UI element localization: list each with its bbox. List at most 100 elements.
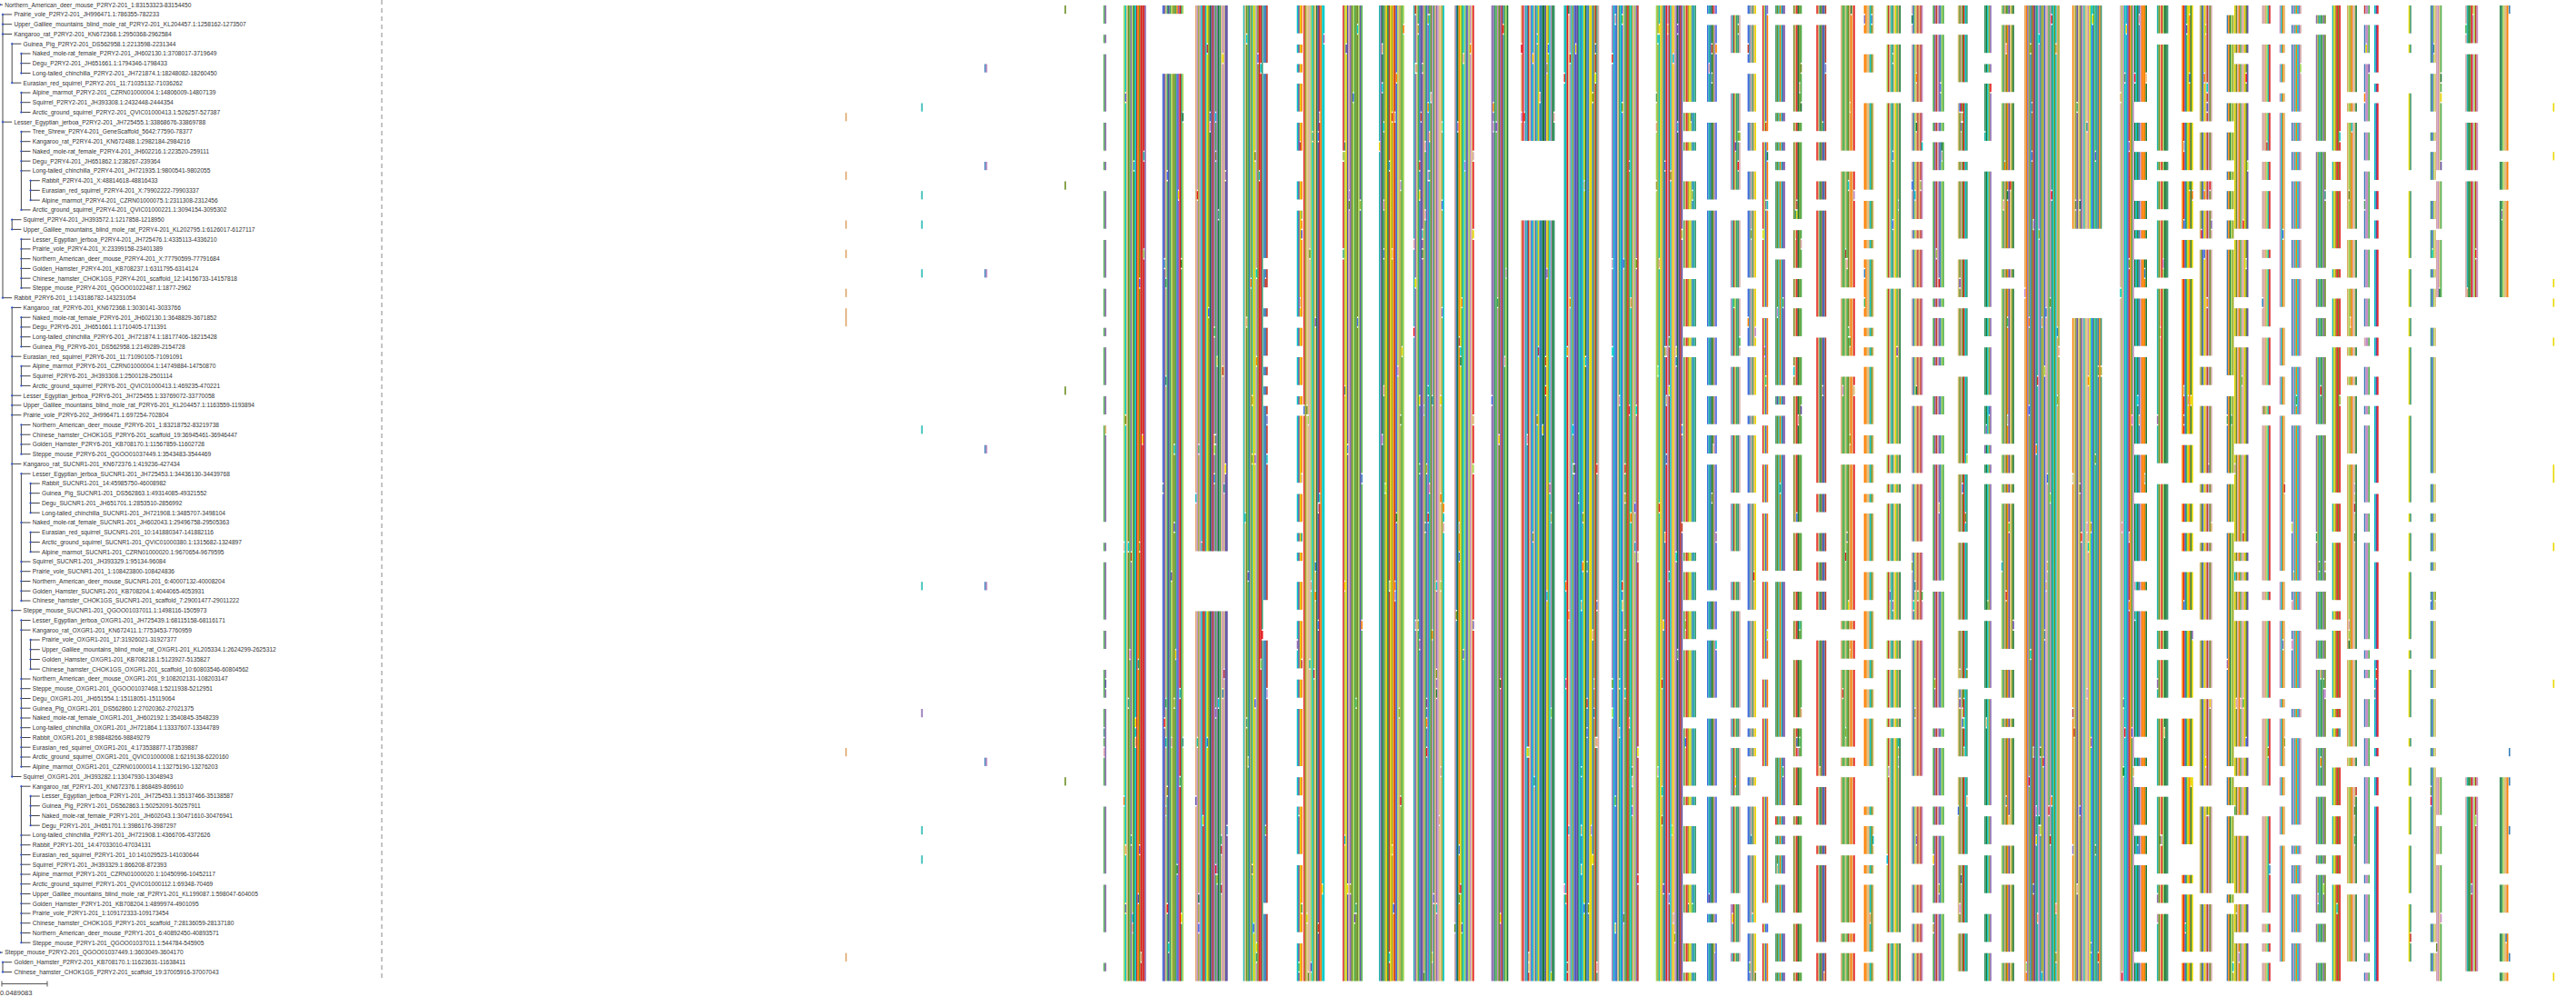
- svg-text:Guinea_Pig_P2RY6-201_DS562958.: Guinea_Pig_P2RY6-201_DS562958.1:2149289-…: [33, 344, 185, 351]
- svg-text:Squirrel_SUCNR1-201_JH393329.1: Squirrel_SUCNR1-201_JH393329.1:95134-960…: [33, 558, 166, 565]
- svg-text:Upper_Galilee_mountains_blind_: Upper_Galilee_mountains_blind_mole_rat_P…: [14, 21, 246, 28]
- svg-text:Prairie_vole_P2RY2-201_JH99647: Prairie_vole_P2RY2-201_JH996471.1:786355…: [14, 11, 159, 18]
- svg-text:Prairie_vole_P2RY1-201_1:10917: Prairie_vole_P2RY1-201_1:109172333-10917…: [33, 910, 169, 917]
- svg-text:Chinese_hamster_CHOK1GS_OXGR1-: Chinese_hamster_CHOK1GS_OXGR1-201_scaffo…: [42, 666, 249, 673]
- svg-text:Steppe_mouse_P2RY4-201_QGOO010: Steppe_mouse_P2RY4-201_QGOO01022487.1:18…: [33, 284, 192, 292]
- svg-text:Kangaroo_rat_P2RY4-201_KN67248: Kangaroo_rat_P2RY4-201_KN672488.1:298218…: [33, 138, 191, 145]
- svg-text:Long-tailed_chinchilla_P2RY2-2: Long-tailed_chinchilla_P2RY2-201_JH72187…: [33, 70, 217, 77]
- svg-text:Kangaroo_rat_OXGR1-201_KN67241: Kangaroo_rat_OXGR1-201_KN672411.1:775345…: [33, 627, 192, 634]
- svg-text:Upper_Galilee_mountains_blind_: Upper_Galilee_mountains_blind_mole_rat_P…: [33, 891, 258, 898]
- svg-text:Northern_American_deer_mouse_P: Northern_American_deer_mouse_P2RY1-201_6…: [33, 930, 219, 937]
- svg-text:Guinea_Pig_OXGR1-201_DS562860.: Guinea_Pig_OXGR1-201_DS562860.1:27020362…: [33, 705, 195, 713]
- svg-text:Steppe_mouse_OXGR1-201_QGOO010: Steppe_mouse_OXGR1-201_QGOO01037468.1:52…: [33, 685, 214, 693]
- svg-text:Guinea_Pig_P2RY1-201_DS562863.: Guinea_Pig_P2RY1-201_DS562863.1:50252091…: [42, 803, 201, 810]
- svg-text:Golden_Hamster_P2RY2-201_KB708: Golden_Hamster_P2RY2-201_KB708170.1:1162…: [14, 959, 185, 966]
- svg-text:Rabbit_P2RY6-201_1:143186782-1: Rabbit_P2RY6-201_1:143186782-143231054: [14, 294, 135, 302]
- svg-text:Degu_P2RY2-201_JH651661.1:1794: Degu_P2RY2-201_JH651661.1:1794346-179843…: [33, 60, 167, 67]
- svg-text:Steppe_mouse_P2RY2-201_QGOO010: Steppe_mouse_P2RY2-201_QGOO01037449.1:36…: [5, 949, 184, 956]
- svg-text:Upper_Galilee_mountains_blind_: Upper_Galilee_mountains_blind_mole_rat_P…: [24, 402, 255, 409]
- svg-text:Degu_OXGR1-201_JH651554.1:1511: Degu_OXGR1-201_JH651554.1:15118051-15119…: [33, 695, 175, 703]
- svg-text:Steppe_mouse_P2RY1-201_QGOO010: Steppe_mouse_P2RY1-201_QGOO01037011.1:54…: [33, 940, 205, 947]
- svg-text:Golden_Hamster_OXGR1-201_KB708: Golden_Hamster_OXGR1-201_KB708218.1:5123…: [42, 656, 210, 663]
- svg-text:Long-tailed_chinchilla_OXGR1-2: Long-tailed_chinchilla_OXGR1-201_JH72186…: [33, 724, 220, 732]
- svg-text:Degu_SUCNR1-201_JH651701.1:285: Degu_SUCNR1-201_JH651701.1:2853510-28569…: [42, 500, 183, 507]
- svg-text:Squirrel_P2RY6-201_JH393308.1:: Squirrel_P2RY6-201_JH393308.1:2500128-25…: [33, 373, 173, 380]
- svg-text:Arctic_ground_squirrel_OXGR1-2: Arctic_ground_squirrel_OXGR1-201_QVIC010…: [33, 753, 229, 761]
- svg-text:Alpine_marmot_OXGR1-201_CZRN01: Alpine_marmot_OXGR1-201_CZRN01000014.1:1…: [33, 763, 218, 771]
- svg-text:Golden_Hamster_P2RY1-201_KB708: Golden_Hamster_P2RY1-201_KB708204.1:4899…: [33, 901, 199, 908]
- svg-text:Guinea_Pig_SUCNR1-201_DS562863: Guinea_Pig_SUCNR1-201_DS562863.1:4931408…: [42, 490, 207, 497]
- svg-text:Chinese_hamster_CHOK1GS_SUCNR1: Chinese_hamster_CHOK1GS_SUCNR1-201_scaff…: [33, 597, 240, 604]
- svg-text:Golden_Hamster_P2RY4-201_KB708: Golden_Hamster_P2RY4-201_KB708237.1:6311…: [33, 265, 199, 273]
- svg-text:Upper_Galilee_mountains_blind_: Upper_Galilee_mountains_blind_mole_rat_P…: [24, 226, 255, 234]
- svg-text:Arctic_ground_squirrel_P2RY2-2: Arctic_ground_squirrel_P2RY2-201_QVIC010…: [33, 109, 221, 116]
- svg-text:Upper_Galilee_mountains_blind_: Upper_Galilee_mountains_blind_mole_rat_O…: [42, 646, 276, 653]
- svg-text:Steppe_mouse_P2RY6-201_QGOO010: Steppe_mouse_P2RY6-201_QGOO01037449.1:35…: [33, 451, 212, 458]
- svg-text:Alpine_marmot_P2RY1-201_CZRN01: Alpine_marmot_P2RY1-201_CZRN01000020.1:1…: [33, 871, 215, 878]
- svg-text:Naked_mole-rat_female_P2RY4-20: Naked_mole-rat_female_P2RY4-201_JH602216…: [33, 148, 210, 155]
- svg-text:Alpine_marmot_P2RY6-201_CZRN01: Alpine_marmot_P2RY6-201_CZRN01000004.1:1…: [33, 363, 216, 370]
- svg-text:Arctic_ground_squirrel_SUCNR1-: Arctic_ground_squirrel_SUCNR1-201_QVIC01…: [42, 539, 242, 546]
- svg-text:Degu_P2RY6-201_JH651661.1:1710: Degu_P2RY6-201_JH651661.1:1710405-171139…: [33, 324, 167, 331]
- svg-text:Eurasian_red_squirrel_SUCNR1-2: Eurasian_red_squirrel_SUCNR1-201_10:1418…: [42, 529, 214, 536]
- svg-text:Naked_mole-rat_female_SUCNR1-2: Naked_mole-rat_female_SUCNR1-201_JH60204…: [33, 519, 230, 526]
- svg-text:Northern_American_deer_mouse_O: Northern_American_deer_mouse_OXGR1-201_9…: [33, 675, 228, 683]
- svg-text:Alpine_marmot_P2RY4-201_CZRN01: Alpine_marmot_P2RY4-201_CZRN01000075.1:2…: [42, 197, 218, 204]
- svg-text:Long-tailed_chinchilla_P2RY4-2: Long-tailed_chinchilla_P2RY4-201_JH72193…: [33, 167, 211, 174]
- svg-text:Guinea_Pig_P2RY2-201_DS562958.: Guinea_Pig_P2RY2-201_DS562958.1:2213598-…: [24, 41, 176, 48]
- svg-text:Rabbit_SUCNR1-201_14:45985750-: Rabbit_SUCNR1-201_14:45985750-46008982: [42, 480, 166, 487]
- svg-text:Lesser_Egyptian_jerboa_P2RY6-2: Lesser_Egyptian_jerboa_P2RY6-201_JH72545…: [24, 393, 215, 400]
- svg-text:0.0489083: 0.0489083: [0, 989, 32, 997]
- svg-text:Prairie_vole_OXGR1-201_17:3192: Prairie_vole_OXGR1-201_17:31926021-31927…: [42, 636, 177, 643]
- svg-text:Golden_Hamster_P2RY6-201_KB708: Golden_Hamster_P2RY6-201_KB708170.1:1156…: [33, 441, 205, 448]
- svg-text:Kangaroo_rat_P2RY6-201_KN67236: Kangaroo_rat_P2RY6-201_KN672368.1:303014…: [24, 304, 182, 312]
- svg-text:Prairie_vole_P2RY6-202_JH99647: Prairie_vole_P2RY6-202_JH996471.1:697254…: [24, 412, 169, 419]
- svg-text:Prairie_vole_P2RY4-201_X:23399: Prairie_vole_P2RY4-201_X:23399158-234013…: [33, 245, 164, 253]
- svg-text:Naked_mole-rat_female_OXGR1-20: Naked_mole-rat_female_OXGR1-201_JH602192…: [33, 714, 219, 722]
- svg-text:Squirrel_P2RY4-201_JH393572.1:: Squirrel_P2RY4-201_JH393572.1:1217858-12…: [24, 216, 165, 224]
- svg-text:Degu_P2RY4-201_JH651862.1:2382: Degu_P2RY4-201_JH651862.1:238267-239364: [33, 158, 161, 165]
- svg-text:Northern_American_deer_mouse_P: Northern_American_deer_mouse_P2RY2-201_1…: [5, 2, 191, 9]
- svg-text:Naked_mole-rat_female_P2RY2-20: Naked_mole-rat_female_P2RY2-201_JH602130…: [33, 50, 217, 57]
- svg-text:Lesser_Egyptian_jerboa_P2RY4-2: Lesser_Egyptian_jerboa_P2RY4-201_JH72547…: [33, 236, 217, 244]
- svg-text:Kangaroo_rat_SUCNR1-201_KN6723: Kangaroo_rat_SUCNR1-201_KN672376.1:41923…: [24, 461, 181, 468]
- svg-text:Arctic_ground_squirrel_P2RY1-2: Arctic_ground_squirrel_P2RY1-201_QVIC010…: [33, 881, 214, 888]
- svg-text:Northern_American_deer_mouse_S: Northern_American_deer_mouse_SUCNR1-201_…: [33, 578, 225, 585]
- svg-text:Eurasian_red_squirrel_OXGR1-20: Eurasian_red_squirrel_OXGR1-201_4:173538…: [33, 744, 198, 752]
- svg-text:Steppe_mouse_SUCNR1-201_QGOO01: Steppe_mouse_SUCNR1-201_QGOO01037011.1:1…: [24, 607, 207, 614]
- svg-text:Squirrel_P2RY2-201_JH393308.1:: Squirrel_P2RY2-201_JH393308.1:2432448-24…: [33, 99, 174, 106]
- svg-text:Golden_Hamster_SUCNR1-201_KB70: Golden_Hamster_SUCNR1-201_KB708204.1:404…: [33, 588, 205, 595]
- svg-text:Arctic_ground_squirrel_P2RY4-2: Arctic_ground_squirrel_P2RY4-201_QVIC010…: [33, 206, 227, 214]
- svg-text:Chinese_hamster_CHOK1GS_P2RY2-: Chinese_hamster_CHOK1GS_P2RY2-201_scaffo…: [14, 969, 219, 976]
- svg-text:Northern_American_deer_mouse_P: Northern_American_deer_mouse_P2RY4-201_X…: [33, 255, 220, 263]
- svg-text:Long-tailed_chinchilla_SUCNR1-: Long-tailed_chinchilla_SUCNR1-201_JH7219…: [42, 510, 225, 517]
- svg-text:Squirrel_P2RY1-201_JH393329.1:: Squirrel_P2RY1-201_JH393329.1:866208-872…: [33, 862, 167, 869]
- svg-text:Northern_American_deer_mouse_P: Northern_American_deer_mouse_P2RY6-201_1…: [33, 422, 219, 429]
- svg-text:Lesser_Egyptian_jerboa_P2RY1-2: Lesser_Egyptian_jerboa_P2RY1-201_JH72545…: [42, 793, 234, 800]
- svg-text:Rabbit_OXGR1-201_8:98848266-98: Rabbit_OXGR1-201_8:98848266-98849279: [33, 734, 150, 742]
- svg-text:Kangaroo_rat_P2RY2-201_KN67236: Kangaroo_rat_P2RY2-201_KN672368.1:295036…: [14, 31, 172, 38]
- svg-text:Degu_P2RY1-201_JH651701.1:3986: Degu_P2RY1-201_JH651701.1:3986176-398729…: [42, 823, 176, 830]
- svg-text:Naked_mole-rat_female_P2RY1-20: Naked_mole-rat_female_P2RY1-201_JH602043…: [42, 813, 233, 820]
- svg-text:Lesser_Egyptian_jerboa_P2RY2-2: Lesser_Egyptian_jerboa_P2RY2-201_JH72545…: [14, 119, 205, 126]
- svg-text:Chinese_hamster_CHOK1GS_P2RY1-: Chinese_hamster_CHOK1GS_P2RY1-201_scaffo…: [33, 920, 235, 927]
- svg-text:Alpine_marmot_SUCNR1-201_CZRN0: Alpine_marmot_SUCNR1-201_CZRN01000020.1:…: [42, 549, 225, 556]
- svg-text:Kangaroo_rat_P2RY1-201_KN67237: Kangaroo_rat_P2RY1-201_KN672376.1:868489…: [33, 783, 184, 791]
- svg-text:Long-tailed_chinchilla_P2RY1-2: Long-tailed_chinchilla_P2RY1-201_JH72190…: [33, 832, 211, 839]
- svg-text:Rabbit_P2RY4-201_X:48814618-48: Rabbit_P2RY4-201_X:48814618-48816433: [42, 177, 158, 184]
- svg-text:Naked_mole-rat_female_P2RY6-20: Naked_mole-rat_female_P2RY6-201_JH602130…: [33, 314, 217, 322]
- svg-text:Long-tailed_chinchilla_P2RY6-2: Long-tailed_chinchilla_P2RY6-201_JH72187…: [33, 334, 217, 341]
- svg-text:Eurasian_red_squirrel_P2RY1-20: Eurasian_red_squirrel_P2RY1-201_10:14102…: [33, 852, 200, 859]
- svg-text:Eurasian_red_squirrel_P2RY4-20: Eurasian_red_squirrel_P2RY4-201_X:799022…: [42, 187, 199, 194]
- svg-text:Eurasian_red_squirrel_P2RY2-20: Eurasian_red_squirrel_P2RY2-201_11:71035…: [24, 80, 184, 87]
- svg-text:Tree_Shrew_P2RY4-201_GeneScaff: Tree_Shrew_P2RY4-201_GeneScaffold_5642:7…: [33, 128, 193, 135]
- svg-text:Lesser_Egyptian_jerboa_SUCNR1-: Lesser_Egyptian_jerboa_SUCNR1-201_JH7254…: [33, 471, 230, 478]
- svg-text:Chinese_hamster_CHOK1GS_P2RY6-: Chinese_hamster_CHOK1GS_P2RY6-201_scaffo…: [33, 432, 238, 439]
- svg-text:Alpine_marmot_P2RY2-201_CZRN01: Alpine_marmot_P2RY2-201_CZRN01000004.1:1…: [33, 89, 216, 96]
- svg-text:Lesser_Egyptian_jerboa_OXGR1-2: Lesser_Egyptian_jerboa_OXGR1-201_JH72543…: [33, 617, 225, 624]
- svg-text:Chinese_hamster_CHOK1GS_P2RY4-: Chinese_hamster_CHOK1GS_P2RY4-201_scaffo…: [33, 275, 238, 283]
- svg-text:Arctic_ground_squirrel_P2RY6-2: Arctic_ground_squirrel_P2RY6-201_QVIC010…: [33, 383, 221, 390]
- svg-text:Squirrel_OXGR1-201_JH393282.1:: Squirrel_OXGR1-201_JH393282.1:13047930-1…: [24, 773, 174, 781]
- svg-text:Rabbit_P2RY1-201_14:47033010-4: Rabbit_P2RY1-201_14:47033010-47034131: [33, 842, 152, 849]
- svg-text:Prairie_vole_SUCNR1-201_1:1084: Prairie_vole_SUCNR1-201_1:108423800-1084…: [33, 568, 175, 575]
